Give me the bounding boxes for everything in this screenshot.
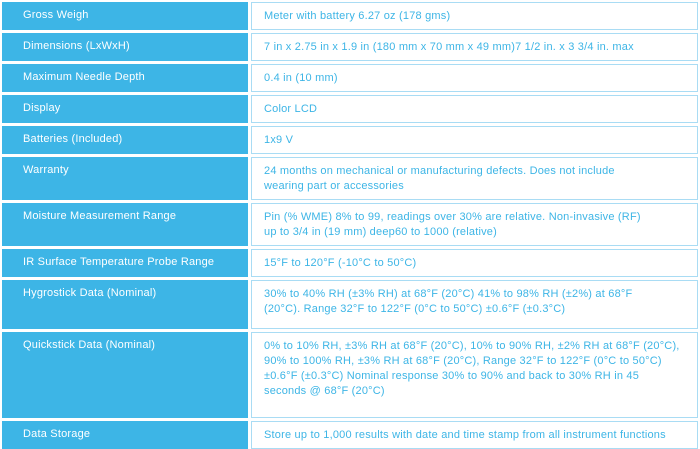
spec-value: 24 months on mechanical or manufacturing… (251, 157, 698, 200)
spec-label: Batteries (Included) (2, 126, 248, 154)
table-row: Hygrostick Data (Nominal) 30% to 40% RH … (2, 280, 698, 329)
spec-label: Display (2, 95, 248, 123)
table-row: Gross Weigh Meter with battery 6.27 oz (… (2, 2, 698, 30)
spec-value: Meter with battery 6.27 oz (178 gms) (251, 2, 698, 30)
spec-label: Maximum Needle Depth (2, 64, 248, 92)
spec-label: Hygrostick Data (Nominal) (2, 280, 248, 329)
spec-value: Pin (% WME) 8% to 99, readings over 30% … (251, 203, 698, 246)
table-row: Data Storage Store up to 1,000 results w… (2, 421, 698, 449)
spec-value: 7 in x 2.75 in x 1.9 in (180 mm x 70 mm … (251, 33, 698, 61)
table-row: Moisture Measurement Range Pin (% WME) 8… (2, 203, 698, 246)
table-row: Maximum Needle Depth 0.4 in (10 mm) (2, 64, 698, 92)
table-row: Quickstick Data (Nominal) 0% to 10% RH, … (2, 332, 698, 418)
table-row: Warranty 24 months on mechanical or manu… (2, 157, 698, 200)
table-row: Display Color LCD (2, 95, 698, 123)
spec-label: IR Surface Temperature Probe Range (2, 249, 248, 277)
spec-value: 15°F to 120°F (-10°C to 50°C) (251, 249, 698, 277)
spec-label: Moisture Measurement Range (2, 203, 248, 246)
table-row: Batteries (Included) 1x9 V (2, 126, 698, 154)
table-row: Dimensions (LxWxH) 7 in x 2.75 in x 1.9 … (2, 33, 698, 61)
spec-value: 1x9 V (251, 126, 698, 154)
spec-value: Color LCD (251, 95, 698, 123)
spec-value: 0% to 10% RH, ±3% RH at 68°F (20°C), 10%… (251, 332, 698, 418)
spec-value: 0.4 in (10 mm) (251, 64, 698, 92)
spec-label: Data Storage (2, 421, 248, 449)
spec-label: Warranty (2, 157, 248, 200)
spec-value: Store up to 1,000 results with date and … (251, 421, 698, 449)
spec-value: 30% to 40% RH (±3% RH) at 68°F (20°C) 41… (251, 280, 698, 329)
spec-label: Quickstick Data (Nominal) (2, 332, 248, 418)
spec-label: Gross Weigh (2, 2, 248, 30)
spec-label: Dimensions (LxWxH) (2, 33, 248, 61)
table-row: IR Surface Temperature Probe Range 15°F … (2, 249, 698, 277)
